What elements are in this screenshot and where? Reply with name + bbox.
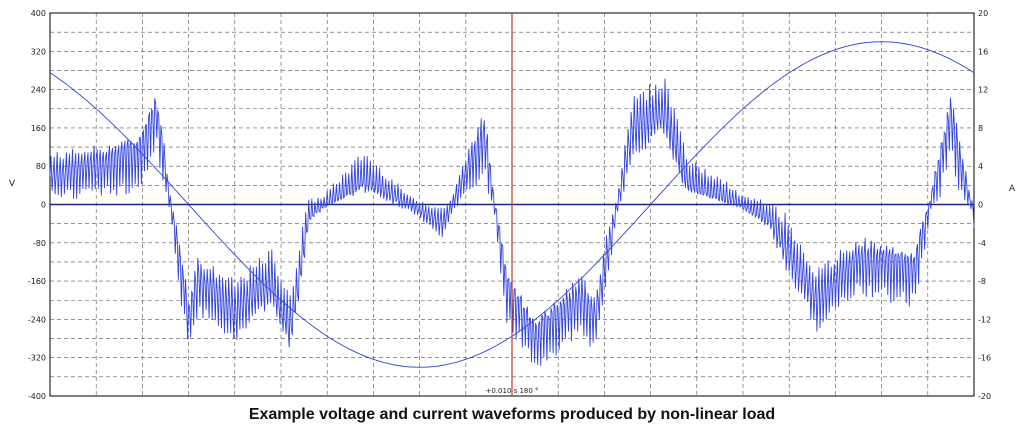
right-tick-label: -16 [978, 354, 991, 363]
right-axis-ticks: 20 16 12 8 4 0 -4 -8 -12 -16 -20 [978, 9, 991, 401]
right-tick-label: 12 [978, 86, 988, 95]
right-tick-label: 16 [978, 47, 988, 56]
right-tick-label: -8 [978, 277, 986, 286]
left-tick-label: -160 [28, 277, 46, 286]
right-tick-label: 0 [978, 201, 983, 210]
left-tick-label: 320 [31, 47, 46, 56]
left-tick-label: 80 [36, 162, 46, 171]
right-tick-label: 20 [978, 9, 988, 18]
left-tick-label: 400 [31, 9, 46, 18]
left-tick-label: 160 [31, 124, 46, 133]
cursor-label: +0.010 s 180 ° [485, 387, 538, 395]
right-tick-label: -4 [978, 239, 986, 248]
left-axis-ticks: 400 320 240 160 80 0 -80 -160 -240 -320 -400 [28, 9, 46, 401]
left-axis-label: V [9, 179, 16, 189]
left-tick-label: -320 [28, 354, 46, 363]
left-tick-label: -400 [28, 392, 46, 401]
right-axis-label: A [1009, 184, 1016, 194]
right-tick-label: -12 [978, 315, 991, 324]
right-tick-label: -20 [978, 392, 991, 401]
chart-title: Example voltage and current waveforms pr… [248, 406, 776, 423]
right-tick-label: 4 [978, 162, 983, 171]
waveform-chart: +0.010 s 180 ° 400320240160800-80-160-24… [9, 9, 1016, 401]
right-tick-label: 8 [978, 124, 983, 133]
left-tick-label: -240 [28, 315, 46, 324]
left-tick-label: 0 [41, 201, 46, 210]
left-tick-label: -80 [33, 239, 46, 248]
left-tick-label: 240 [31, 86, 46, 95]
